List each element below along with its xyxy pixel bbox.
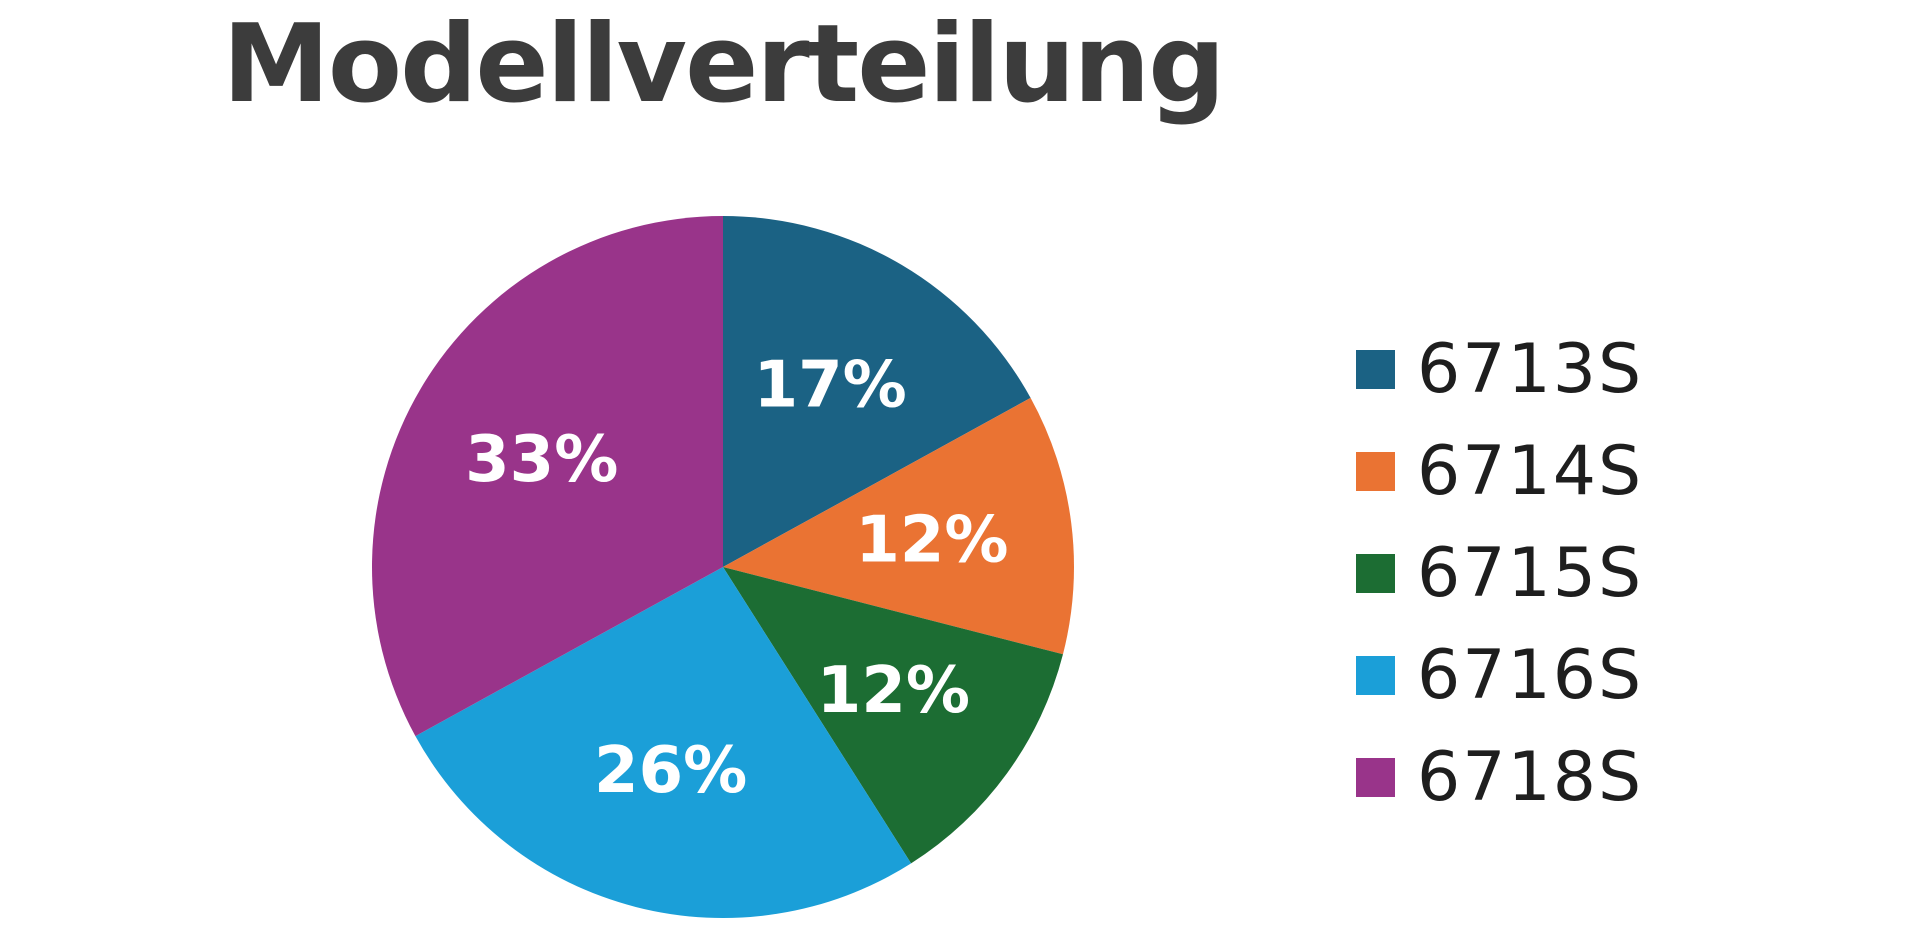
pie-slice-6714S (723, 397, 1074, 655)
legend-item-6718S: 6718S (1356, 726, 1643, 828)
pie-slice-label-6715S: 12% (817, 654, 970, 728)
pie-slices (372, 216, 1074, 918)
pie-slice-labels: 17% 12% 12% 26% 33% (465, 349, 1008, 808)
pie-slice-label-6718S: 33% (465, 423, 618, 497)
legend: 6713S 6714S 6715S 6716S 6718S (1356, 318, 1643, 828)
legend-item-6715S: 6715S (1356, 522, 1643, 624)
legend-swatch (1356, 553, 1395, 593)
legend-label: 6715S (1417, 533, 1644, 613)
legend-item-6716S: 6716S (1356, 624, 1643, 726)
legend-swatch (1356, 757, 1395, 797)
pie-slice-6713S (723, 216, 1031, 567)
legend-item-6713S: 6713S (1356, 318, 1643, 420)
chart-title: Modellverteilung (222, 2, 1225, 127)
legend-label: 6716S (1417, 635, 1644, 715)
legend-swatch (1356, 655, 1395, 695)
legend-item-6714S: 6714S (1356, 420, 1643, 522)
legend-swatch (1356, 349, 1395, 389)
legend-swatch (1356, 451, 1395, 491)
pie-slice-label-6713S: 17% (754, 349, 907, 423)
legend-label: 6713S (1417, 329, 1644, 409)
pie-slice-label-6716S: 26% (594, 734, 747, 808)
pie-slice-6716S (415, 567, 912, 918)
pie-slice-6718S (372, 216, 723, 737)
legend-label: 6718S (1417, 737, 1644, 817)
pie-slice-label-6714S: 12% (855, 504, 1008, 578)
legend-label: 6714S (1417, 431, 1644, 511)
pie-slice-6715S (723, 567, 1063, 864)
